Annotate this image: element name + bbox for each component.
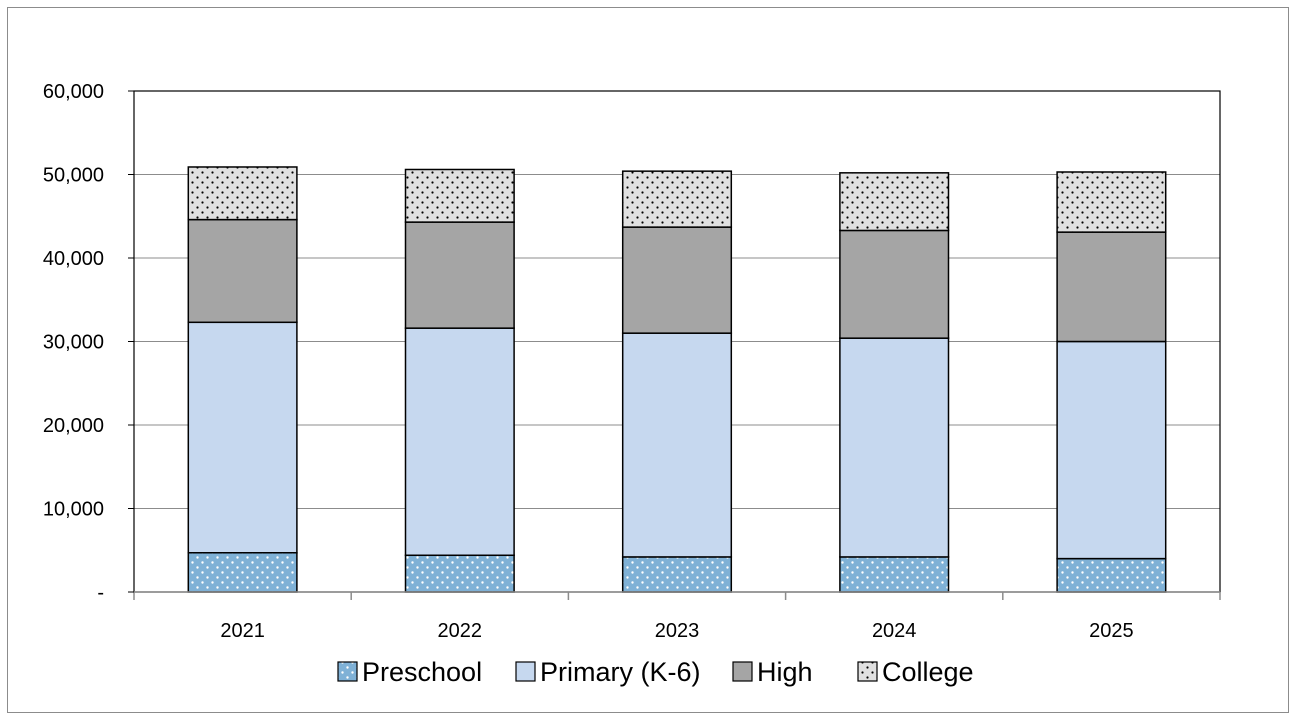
legend-swatch [515, 661, 536, 682]
y-tick-label: 60,000 [43, 81, 104, 103]
axes [128, 90, 1221, 600]
bar-segment-primary-k-6-2023 [621, 332, 733, 558]
bar-segment-college-2025 [1056, 171, 1167, 233]
y-tick-label: 10,000 [43, 499, 104, 521]
bar-segment-preschool-2022 [404, 554, 515, 593]
bar-segment-primary-k-6-2022 [404, 327, 515, 557]
legend-label: Preschool [362, 657, 482, 687]
bar-segment-high-2025 [1056, 231, 1167, 343]
bar-segment-preschool-2025 [1056, 557, 1167, 593]
bar-segment-preschool-2021 [187, 552, 298, 593]
bar-segment-college-2021 [187, 166, 298, 221]
bar-segment-college-2023 [621, 170, 733, 228]
legend-entry: College [857, 657, 974, 687]
legend-swatch [337, 661, 358, 682]
bar-segment-primary-k-6-2025 [1056, 340, 1167, 560]
legend-label: College [882, 657, 974, 687]
x-tick-label: 2025 [1089, 620, 1134, 642]
x-tick-label: 2022 [438, 620, 483, 642]
bar-segment-high-2022 [404, 221, 515, 329]
bars [187, 166, 1167, 593]
bar-segment-preschool-2024 [839, 556, 950, 593]
legend-entry: Preschool [337, 657, 482, 687]
y-tick-label: 30,000 [43, 332, 104, 354]
y-tick-label: 50,000 [43, 165, 104, 187]
bar-segment-high-2023 [621, 226, 733, 334]
bar-segment-high-2024 [839, 229, 950, 339]
x-tick-label: 2023 [655, 620, 700, 642]
y-tick-label: - [97, 582, 104, 604]
bar-segment-primary-k-6-2024 [839, 337, 950, 558]
bar-segment-college-2022 [404, 168, 515, 223]
legend-entry: Primary (K-6) [515, 657, 701, 687]
legend-swatch [857, 661, 878, 682]
y-tick-label: 40,000 [43, 248, 104, 270]
legend-swatch [732, 661, 753, 682]
y-tick-labels: - 10,000 20,000 30,000 40,000 50,000 60,000 [43, 81, 104, 604]
legend-label: High [757, 657, 813, 687]
legend-label: Primary (K-6) [540, 657, 701, 687]
bar-segment-primary-k-6-2021 [187, 321, 298, 554]
bar-segment-college-2024 [839, 172, 950, 232]
bar-segment-high-2021 [187, 218, 298, 324]
x-tick-label: 2024 [872, 620, 917, 642]
legend: Preschool Primary (K-6) High College [337, 657, 974, 687]
y-tick-label: 20,000 [43, 415, 104, 437]
x-tick-labels: 2021 2022 2023 2024 2025 [220, 620, 1133, 642]
x-tick-label: 2021 [220, 620, 265, 642]
legend-entry: High [732, 657, 813, 687]
bar-segment-preschool-2023 [621, 556, 733, 593]
